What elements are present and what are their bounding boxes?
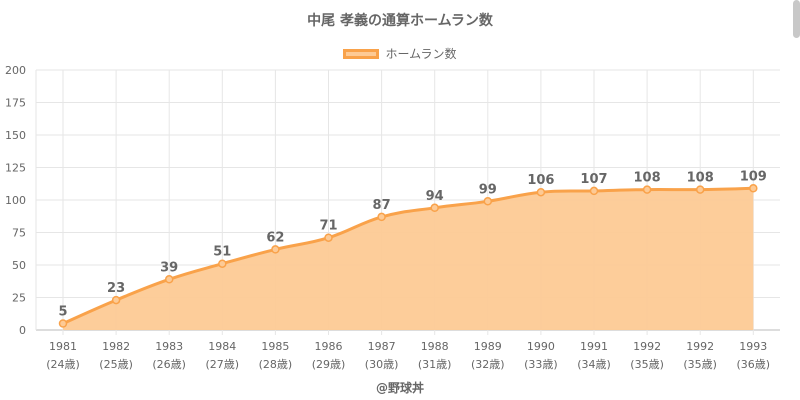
data-point [642, 185, 652, 194]
x-tick-sublabel: (32歳) [471, 358, 505, 371]
data-label: 62 [266, 230, 284, 245]
legend-swatch [343, 48, 380, 59]
x-tick-sublabel: (28歳) [259, 358, 293, 371]
x-tick-sublabel: (31歳) [418, 358, 452, 371]
x-tick-label: 1984 [208, 340, 236, 353]
x-tick-sublabel: (34歳) [577, 358, 611, 371]
y-tick-label: 125 [5, 162, 26, 175]
data-point [111, 295, 121, 305]
x-tick-sublabel: (24歳) [46, 358, 80, 371]
series-area [63, 188, 754, 330]
x-tick-label: 1991 [580, 340, 608, 353]
x-tick-sublabel: (35歳) [630, 358, 664, 371]
x-tick-label: 1988 [421, 340, 449, 353]
x-tick-sublabel: (30歳) [365, 358, 399, 371]
data-point [324, 233, 333, 242]
data-label: 107 [580, 172, 607, 187]
data-point [377, 212, 386, 222]
data-label: 108 [634, 171, 661, 186]
scrollbar-thumb[interactable] [793, 0, 800, 38]
x-tick-label: 1989 [474, 340, 502, 353]
data-point [589, 186, 599, 196]
data-point [58, 319, 68, 328]
x-tick-label: 1986 [315, 340, 343, 353]
credit-text: @野球丼 [375, 381, 424, 395]
x-tick-sublabel: (35歳) [683, 358, 717, 371]
data-point [483, 197, 493, 206]
y-tick-label: 175 [5, 97, 26, 110]
data-point [218, 259, 227, 268]
data-label: 87 [373, 198, 391, 213]
series-line [62, 186, 754, 325]
x-tick-sublabel: (29歳) [312, 358, 346, 371]
data-point [430, 203, 439, 213]
x-tick-label: 1993 [739, 340, 767, 353]
data-label: 106 [527, 173, 554, 188]
data-label: 71 [319, 219, 337, 234]
data-label: 23 [107, 281, 125, 296]
x-tick-sublabel: (27歳) [206, 358, 240, 371]
x-tick-label: 1992 [633, 340, 661, 353]
chart-title: 中尾 孝義の通算ホームラン数 [307, 13, 493, 29]
x-tick-sublabel: (36歳) [737, 358, 771, 371]
x-tick-sublabel: (25歳) [99, 358, 133, 371]
x-tick-label: 1985 [261, 340, 289, 353]
data-label: 109 [740, 169, 767, 184]
y-tick-label: 200 [5, 64, 26, 77]
x-tick-label: 1987 [368, 340, 396, 353]
y-tick-label: 100 [5, 194, 26, 207]
y-tick-label: 75 [12, 227, 26, 240]
data-point [536, 187, 546, 197]
x-tick-label: 1982 [102, 340, 130, 353]
data-label: 99 [479, 182, 497, 197]
data-label: 39 [160, 260, 178, 275]
x-tick-label: 1983 [155, 340, 183, 353]
x-tick-label: 1992 [686, 340, 714, 353]
y-tick-label: 150 [5, 129, 26, 142]
y-tick-label: 0 [19, 324, 26, 337]
data-point [695, 185, 705, 194]
data-label: 5 [58, 305, 67, 320]
data-label: 51 [213, 245, 231, 260]
x-tick-sublabel: (33歳) [524, 358, 558, 371]
x-tick-sublabel: (26歳) [152, 358, 186, 371]
data-point [164, 275, 174, 284]
data-point [749, 184, 758, 193]
x-tick-label: 1990 [527, 340, 555, 353]
data-point [271, 245, 280, 254]
y-tick-label: 50 [12, 259, 26, 272]
data-label: 94 [426, 189, 444, 204]
data-label: 108 [687, 171, 714, 186]
x-tick-label: 1981 [49, 340, 77, 353]
legend[interactable]: ホームラン数 [0, 45, 800, 62]
y-tick-label: 25 [12, 292, 26, 305]
legend-label: ホームラン数 [385, 47, 457, 61]
